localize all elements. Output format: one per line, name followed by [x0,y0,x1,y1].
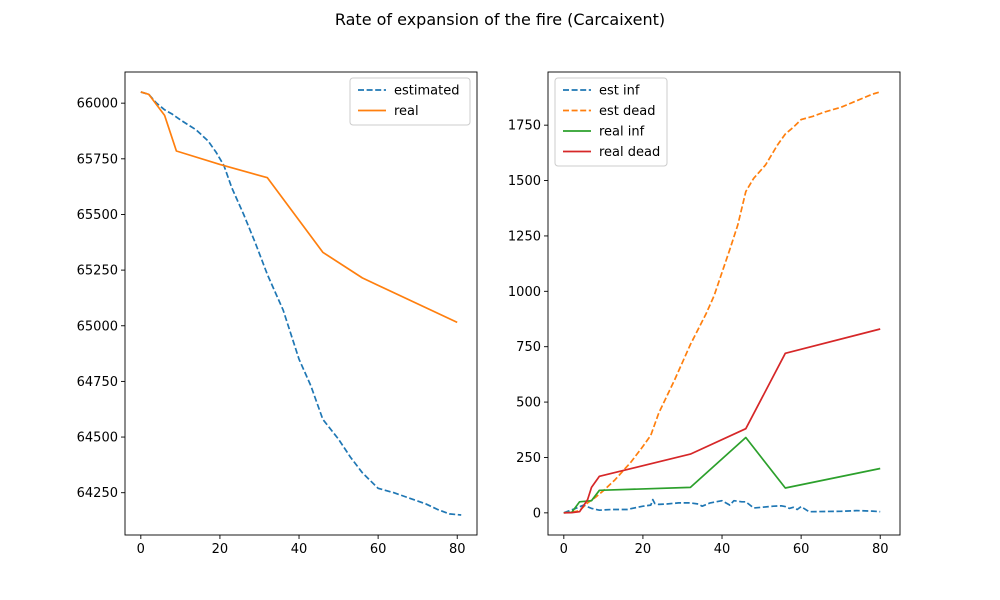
legend: estimated real [349,77,471,126]
axes-frame [547,71,901,536]
legend-box [554,77,668,167]
axes-frame [124,71,478,536]
y-tick-label: 64250 [77,486,118,501]
x-tick-label: 40 [714,542,731,557]
series-line-est-dead [563,91,881,514]
y-tick-label: 1250 [508,229,541,244]
legend-label: estimated [394,84,459,99]
y-tick-label: 65750 [77,152,118,167]
right-plot: 0 20 40 60 80 0 250 500 750 1000 1250 1500 1750 est i… [508,71,901,557]
legend-label: real [394,104,419,119]
y-tick-label: 66000 [77,97,118,112]
figure-title: Rate of expansion of the fire (Carcaixen… [335,10,665,29]
x-tick-label: 60 [370,542,387,557]
x-tick-label: 0 [137,542,145,557]
series-line-real-inf [563,436,881,514]
y-tick-label: 65000 [77,319,118,334]
y-tick-label: 0 [533,506,541,521]
x-tick-label: 0 [560,542,568,557]
y-tick-label: 1500 [508,174,541,189]
y-tick-label: 500 [516,396,541,411]
y-tick-label: 1750 [508,119,541,134]
legend: est inf est dead real inf real dead [554,77,668,167]
y-tick-label: 1000 [508,285,541,300]
x-tick-label: 20 [635,542,652,557]
y-tick-label: 750 [516,340,541,355]
y-tick-label: 64750 [77,375,118,390]
legend-label: est inf [599,84,640,99]
series-line-real-dead [563,328,881,514]
series-line-est-inf [563,498,881,514]
left-plot: 0 20 40 60 80 64250 64500 64750 65000 65250 65500 6… [77,71,478,557]
x-tick-label: 60 [793,542,810,557]
x-tick-label: 80 [449,542,466,557]
y-tick-label: 64500 [77,431,118,446]
x-tick-label: 80 [872,542,889,557]
series-line-estimated [140,91,462,516]
y-tick-label: 65250 [77,264,118,279]
legend-label: real inf [599,125,645,140]
y-tick-label: 250 [516,451,541,466]
series-line-real [140,91,458,324]
legend-label: est dead [599,104,655,119]
y-tick-label: 65500 [77,208,118,223]
x-tick-label: 40 [291,542,308,557]
legend-label: real dead [599,145,660,160]
x-tick-label: 20 [212,542,229,557]
